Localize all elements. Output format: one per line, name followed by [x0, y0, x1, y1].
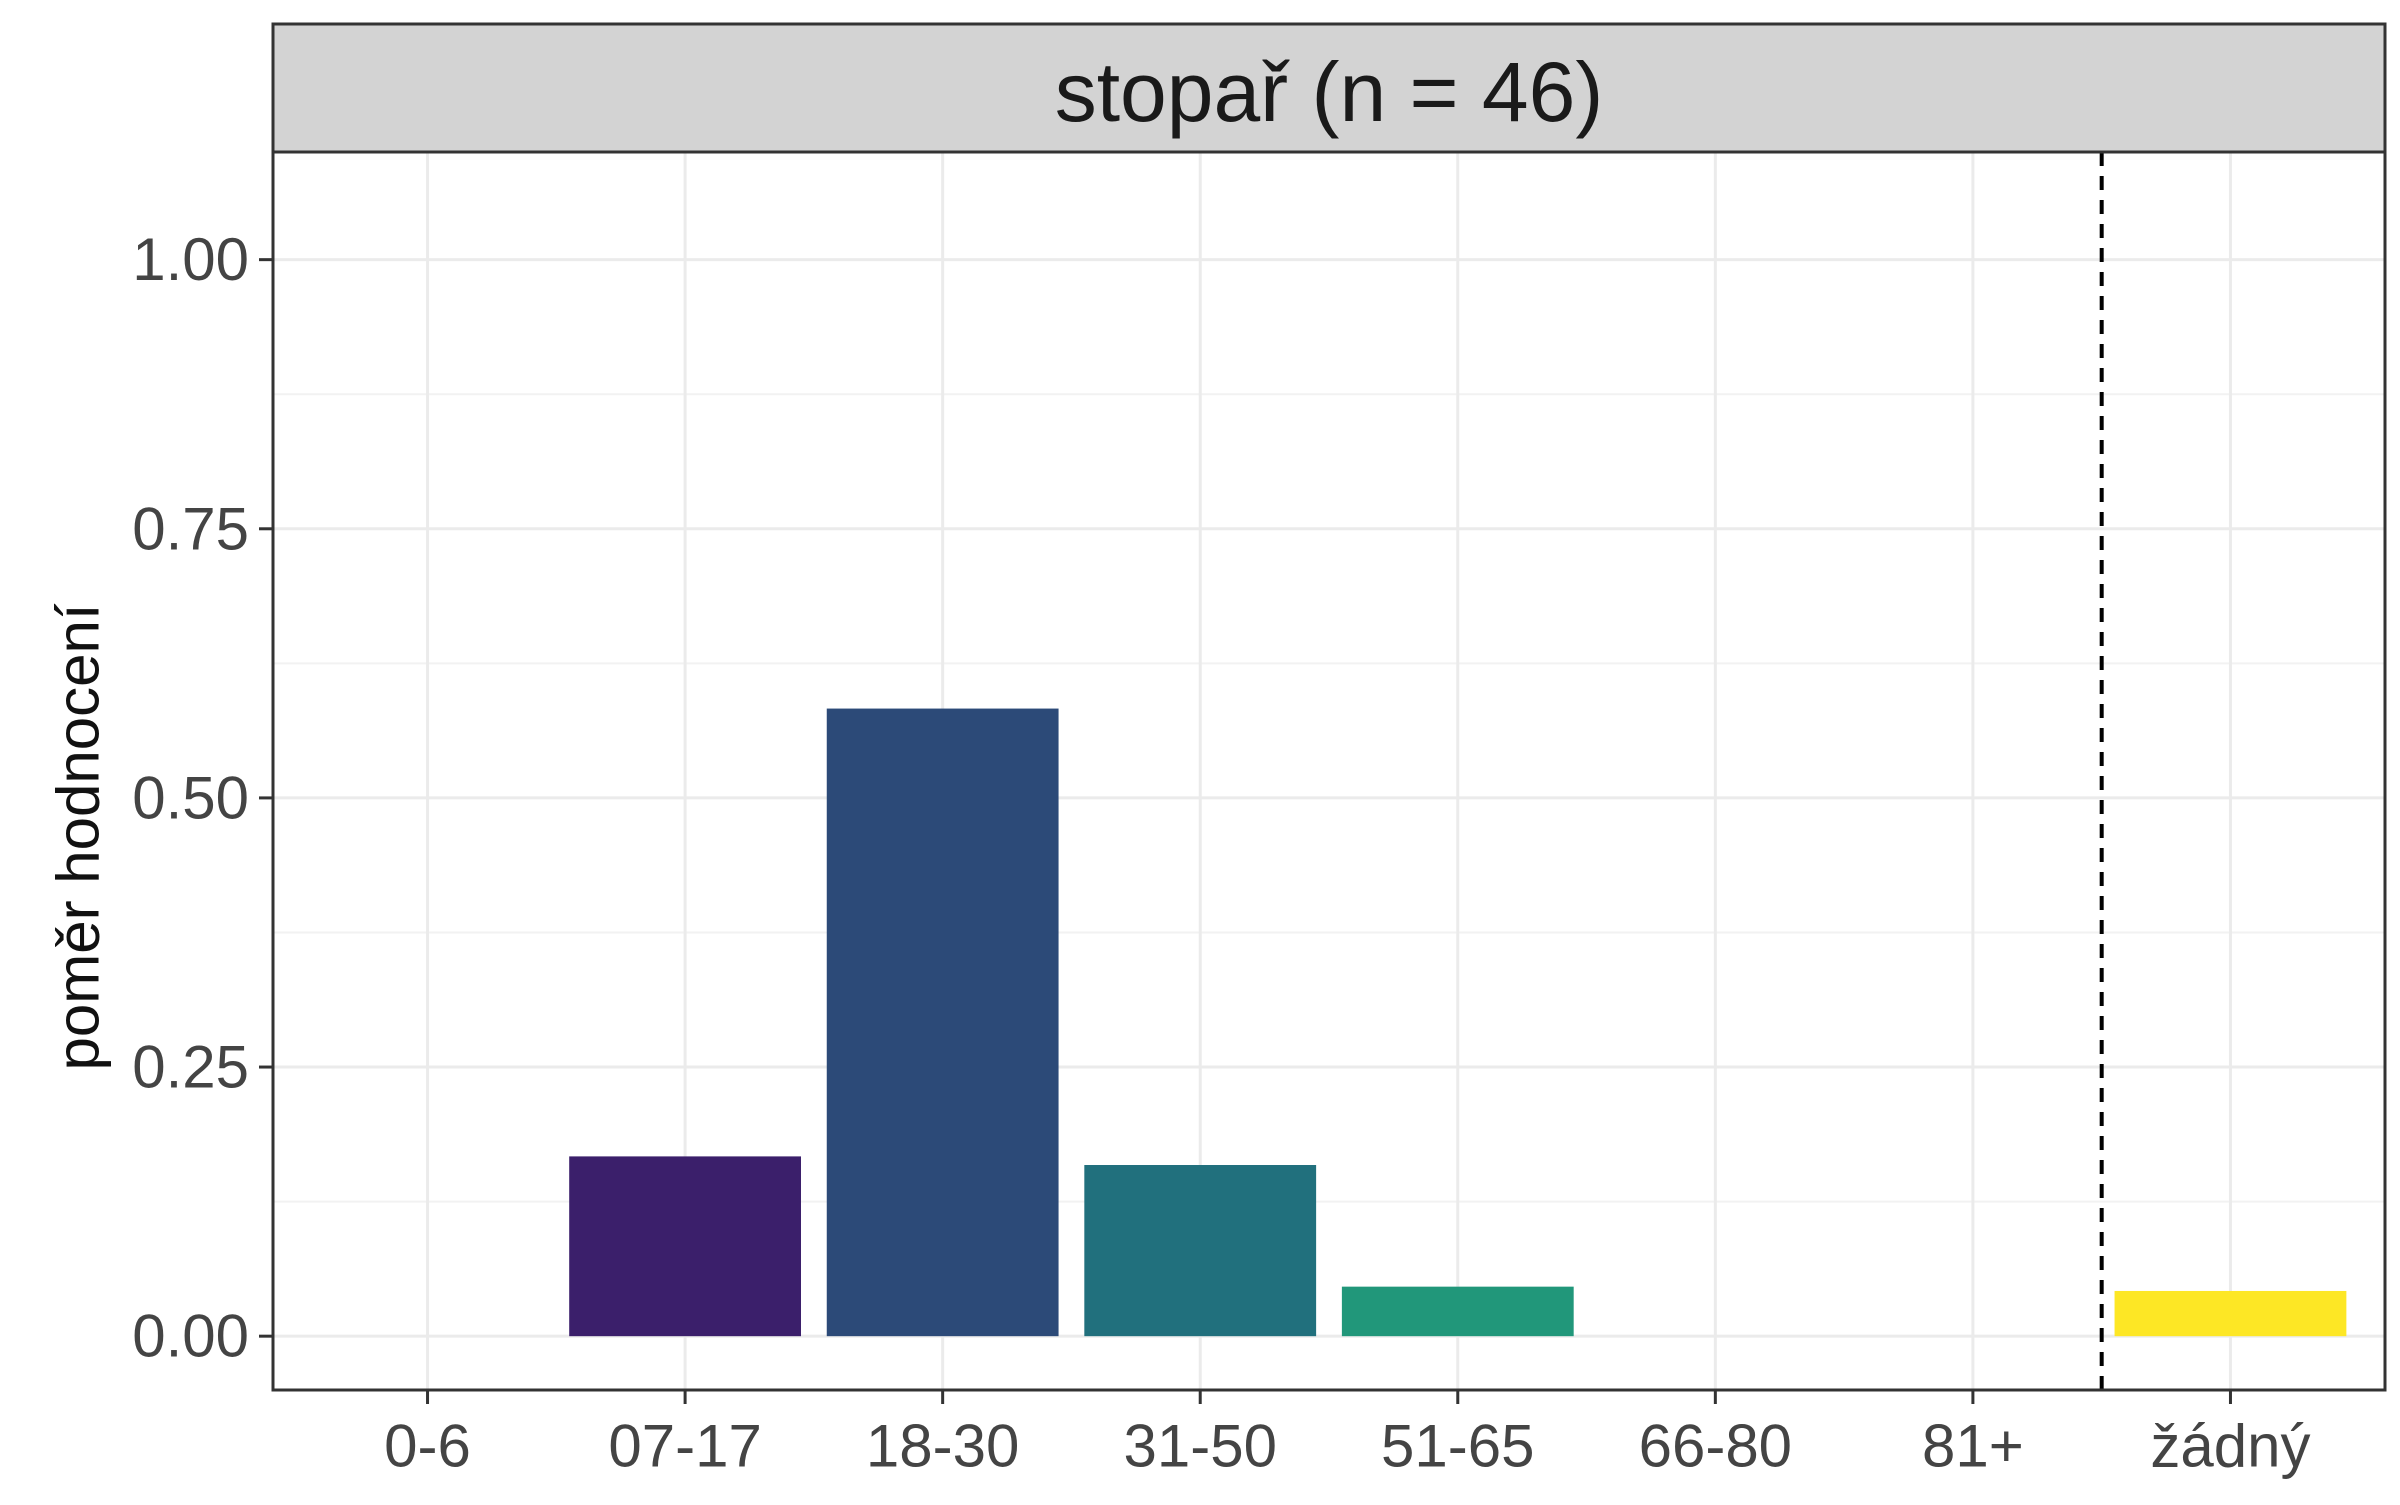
panel-border — [271, 150, 2387, 1392]
bar-51-65 — [1341, 1286, 1574, 1337]
y-tick-label: 0.00 — [132, 1303, 249, 1370]
x-tick-label: 31-50 — [1123, 1413, 1276, 1480]
x-tick-label: 51-65 — [1381, 1413, 1534, 1480]
y-tick-label: 0.75 — [132, 495, 249, 562]
x-tick-label: 66-80 — [1639, 1413, 1792, 1480]
y-tick-label: 0.50 — [132, 764, 249, 831]
strip-background — [271, 22, 2387, 154]
y-tick-label: 0.25 — [132, 1034, 249, 1101]
x-tick-label: 0-6 — [384, 1413, 471, 1480]
y-axis-label: poměr hodnocení — [45, 603, 112, 1070]
bar-07-17 — [569, 1156, 801, 1337]
x-tick-label: 07-17 — [608, 1413, 761, 1480]
bar-žádný — [2114, 1290, 2347, 1337]
x-tick-label: 81+ — [1922, 1413, 2024, 1480]
y-tick-label: 1.00 — [132, 226, 249, 293]
bar-31-50 — [1084, 1165, 1317, 1337]
bar-18-30 — [826, 708, 1059, 1337]
x-tick-label: žádný — [2150, 1413, 2310, 1480]
x-tick-label: 18-30 — [866, 1413, 1019, 1480]
chart-title: stopař (n = 46) — [1055, 45, 1604, 139]
plot-area: 0.00 0.25 0.50 0.75 1.00 0-6 07-17 18-30 31-50 51… — [132, 150, 2387, 1480]
